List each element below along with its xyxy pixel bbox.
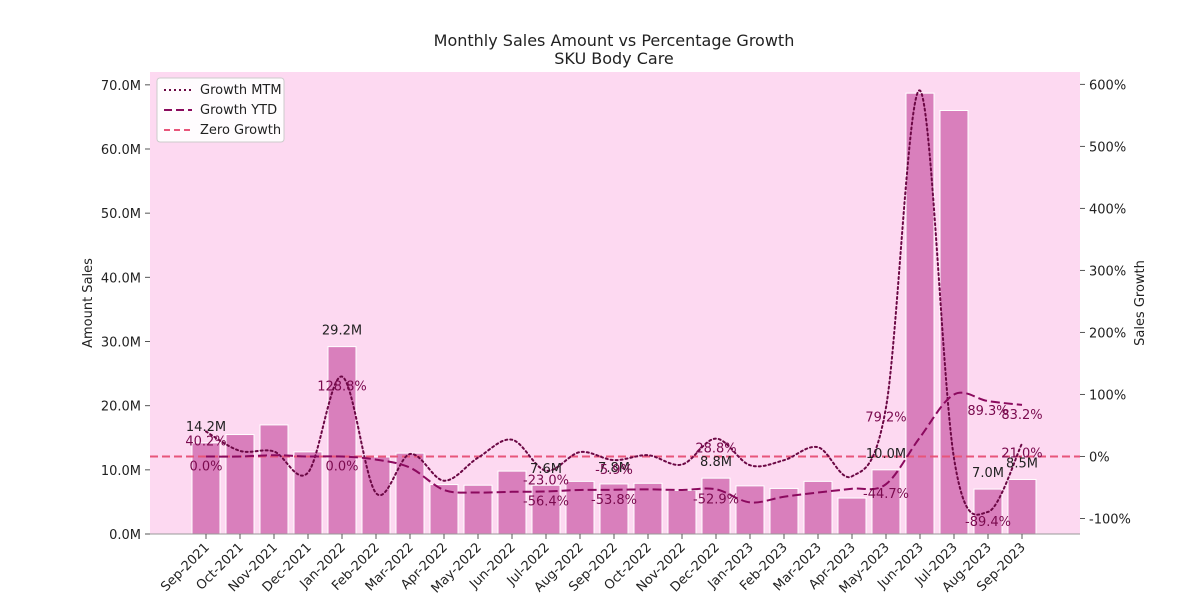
legend-entry-growth-ytd: Growth YTD <box>200 103 277 118</box>
bar-sep-2023 <box>1007 478 1037 535</box>
bar-value-label-sep-2022: 7.8M <box>598 461 630 476</box>
y-tick-label: 10.0M <box>101 464 141 479</box>
line-growth-mtm <box>205 89 1023 516</box>
y-axis-label: Amount Sales <box>81 258 96 348</box>
bar-jun-2022 <box>497 470 527 535</box>
pct-label-may-2023: -44.7% <box>863 487 909 502</box>
y-tick-label: 60.0M <box>101 143 141 158</box>
y2-tick-label: -100% <box>1089 512 1131 527</box>
bar-value-label-dec-2022: 8.8M <box>700 455 732 470</box>
y-tick-label: 50.0M <box>101 207 141 222</box>
pct-label-sep-2021: 0.0% <box>189 459 222 474</box>
pct-label-sep-2021: 40.2% <box>185 435 226 450</box>
y-tick-label: 20.0M <box>101 400 141 415</box>
bar-value-label-jul-2022: 7.6M <box>530 462 562 477</box>
pct-label-dec-2022: -52.9% <box>693 492 739 507</box>
bar-nov-2021 <box>259 424 289 535</box>
y2-tick-label: 100% <box>1089 388 1126 403</box>
y2-tick-label: 200% <box>1089 326 1126 341</box>
legend: Growth MTM Growth YTD Zero Growth <box>156 77 285 143</box>
y-tick-label: 30.0M <box>101 336 141 351</box>
bar-may-2023 <box>871 469 901 535</box>
chart-title: Monthly Sales Amount vs Percentage Growt… <box>434 31 795 50</box>
bar-value-label-jan-2022: 29.2M <box>322 324 362 339</box>
pct-label-dec-2022: 28.8% <box>695 442 736 457</box>
pct-label-aug-2023: -89.4% <box>965 515 1011 530</box>
pct-label-sep-2022: -5.9% <box>595 463 633 478</box>
y2-tick-label: 500% <box>1089 140 1126 155</box>
bar-sep-2021 <box>191 442 221 535</box>
legend-entry-growth-mtm: Growth MTM <box>200 83 282 98</box>
y-axis-right: -100% 0% 100% 200% 300% 400% 500% 600% <box>1080 78 1131 527</box>
bar-dec-2022 <box>701 477 731 535</box>
bar-jan-2023 <box>735 485 765 535</box>
line-growth-ytd <box>205 391 1023 504</box>
bar-apr-2022 <box>429 484 459 535</box>
pct-label-aug-2023: 89.3% <box>967 404 1008 419</box>
pct-label-may-2023: 79.2% <box>865 410 906 425</box>
bar-dec-2021 <box>293 451 323 535</box>
pct-label-sep-2023: 83.2% <box>1001 408 1042 423</box>
bar-value-label-sep-2021: 14.2M <box>186 420 226 435</box>
y-tick-label: 40.0M <box>101 271 141 286</box>
bar-sep-2022 <box>599 483 629 535</box>
data-labels: 14.2M 29.2M 7.6M 7.8M 8.8M 10.0M 7.0M8.5M 40.2%… <box>185 324 1042 530</box>
bar-value-label-sep-2023: 8.5M <box>1006 456 1038 471</box>
pct-label-sep-2023: 21.0% <box>1001 446 1042 461</box>
bar-oct-2022 <box>633 482 663 535</box>
y2-tick-label: 0% <box>1089 450 1110 465</box>
legend-box <box>156 77 285 143</box>
y2-axis-label: Sales Growth <box>1133 260 1148 346</box>
y2-tick-label: 600% <box>1089 78 1126 93</box>
bar-nov-2022 <box>667 489 697 535</box>
pct-label-jul-2022: -23.0% <box>523 474 569 489</box>
bar-value-label-may-2023: 10.0M <box>866 447 906 462</box>
bar-value-label-aug-2023: 7.0M <box>972 466 1004 481</box>
legend-entry-zero-growth: Zero Growth <box>200 123 281 138</box>
bar-mar-2022 <box>395 452 425 535</box>
x-axis: Sep-2021Oct-2021Nov-2021Dec-2021Jan-2022… <box>158 534 1029 596</box>
bar-mar-2023 <box>803 480 833 535</box>
y2-tick-label: 400% <box>1089 202 1126 217</box>
y2-tick-label: 300% <box>1089 264 1126 279</box>
bar-jul-2023 <box>939 110 969 535</box>
growth-lines <box>205 89 1023 516</box>
y-axis-left: 0.0M 10.0M 20.0M 30.0M 40.0M 50.0M 60.0M 70.0M <box>101 79 150 543</box>
chart-subtitle: SKU Body Care <box>554 49 674 68</box>
bar-jan-2022 <box>327 346 357 535</box>
bar-oct-2021 <box>225 434 255 535</box>
pct-label-jan-2022: 128.8% <box>317 380 367 395</box>
bar-jun-2023 <box>905 92 935 535</box>
y-tick-label: 70.0M <box>101 79 141 94</box>
pct-label-jul-2022: -56.4% <box>523 494 569 509</box>
pct-label-jan-2022: 0.0% <box>325 459 358 474</box>
bar-apr-2023 <box>837 497 867 535</box>
pct-label-sep-2022: -53.8% <box>591 493 637 508</box>
y-tick-label: 0.0M <box>109 528 141 543</box>
